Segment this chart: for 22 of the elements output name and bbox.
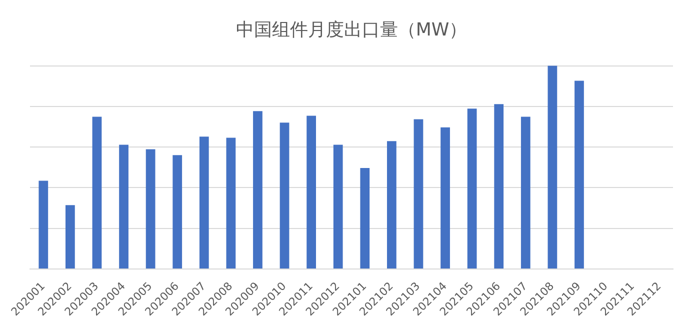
bar [414, 119, 424, 268]
bar [92, 116, 102, 268]
bar [306, 116, 316, 268]
bar [226, 138, 236, 268]
bar [253, 111, 262, 268]
bar [172, 155, 182, 268]
bar [360, 168, 370, 268]
bar [467, 108, 477, 268]
bar [66, 205, 75, 268]
bar [333, 144, 343, 268]
bar [119, 144, 128, 268]
bar [199, 136, 209, 268]
bar [38, 180, 48, 268]
chart-title: 中国组件月度出口量（MW） [236, 19, 468, 40]
bar [494, 104, 504, 268]
bar [520, 116, 530, 268]
bar [440, 127, 450, 268]
bar [548, 66, 558, 268]
bar [387, 141, 396, 268]
bar [574, 80, 584, 268]
bar [146, 149, 156, 268]
bar [280, 122, 290, 268]
